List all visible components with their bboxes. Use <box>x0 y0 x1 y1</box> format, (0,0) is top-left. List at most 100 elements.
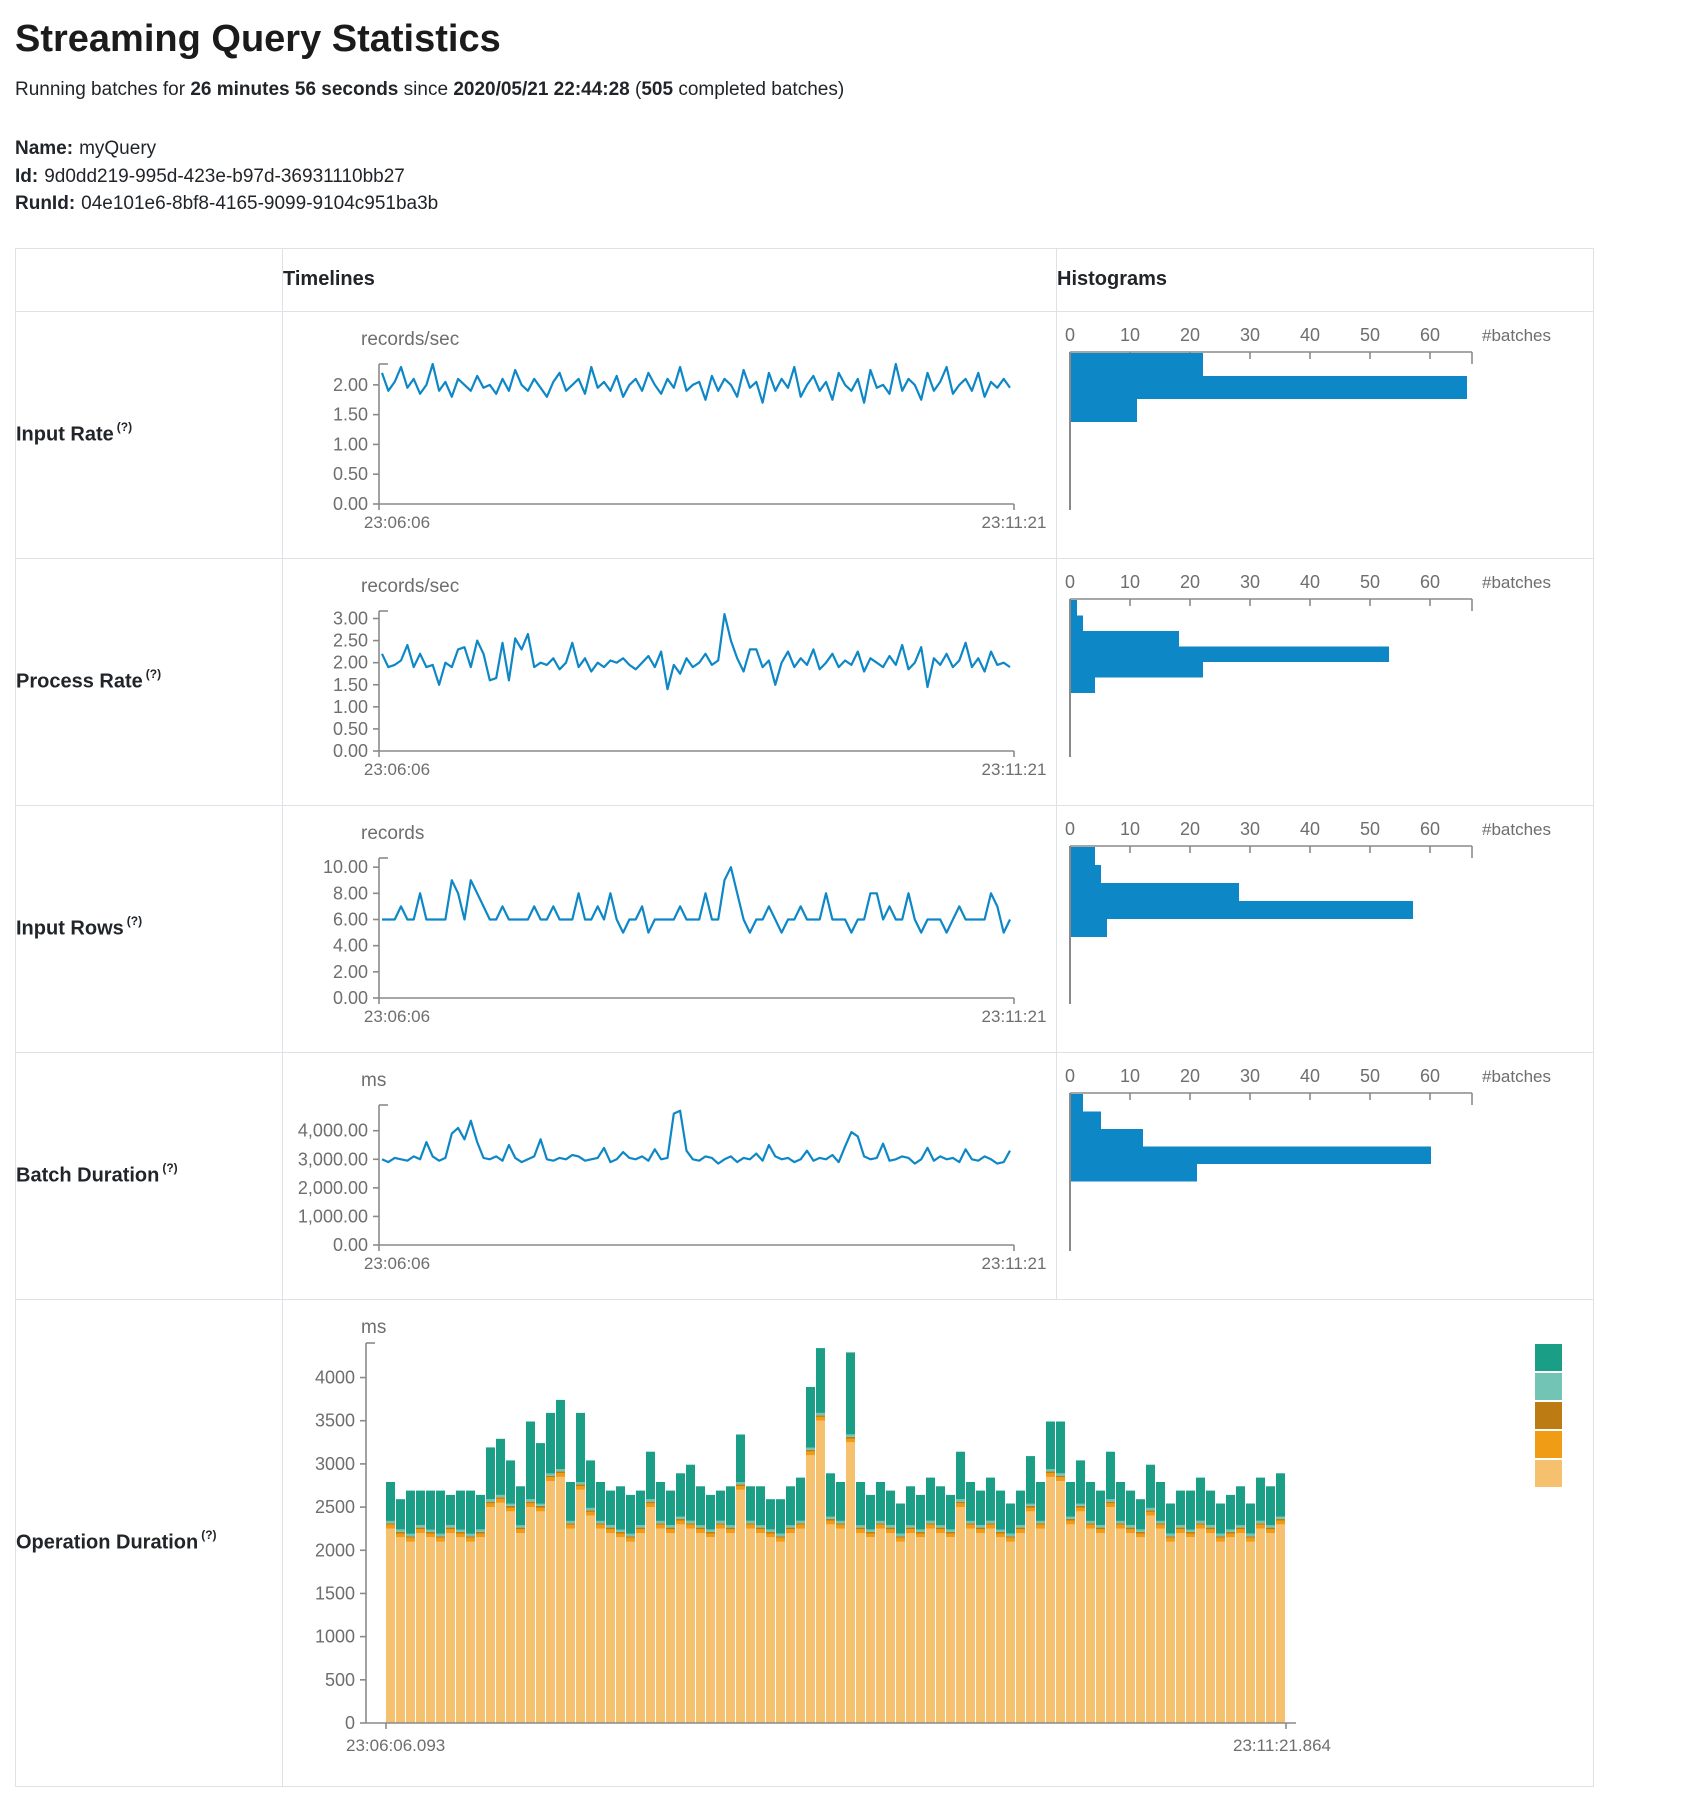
svg-text:2,000.00: 2,000.00 <box>298 1177 368 1197</box>
svg-text:23:11:21: 23:11:21 <box>982 760 1047 779</box>
svg-text:1.50: 1.50 <box>333 404 368 424</box>
start-time: 2020/05/21 22:44:28 <box>453 79 630 100</box>
svg-text:60: 60 <box>1420 572 1440 592</box>
svg-text:2.00: 2.00 <box>333 652 368 672</box>
svg-text:30: 30 <box>1240 1066 1260 1086</box>
svg-text:23:11:21: 23:11:21 <box>982 1007 1047 1026</box>
svg-text:40: 40 <box>1300 1066 1320 1086</box>
svg-text:0: 0 <box>345 1713 355 1733</box>
svg-text:50: 50 <box>1360 325 1380 345</box>
input-rows-timeline-chart: records 10.00 8.00 6.00 4.00 2.00 0.0023:06:06… <box>323 823 1047 1026</box>
svg-text:1.00: 1.00 <box>333 696 368 716</box>
operation-duration-row: Operation Duration (?) ms 4000 3500 3000 2500… <box>15 1298 1594 1787</box>
svg-text:50: 50 <box>1360 819 1380 839</box>
svg-text:23:11:21: 23:11:21 <box>982 1254 1047 1273</box>
svg-text:#batches: #batches <box>1482 820 1551 839</box>
operation-duration-label: Operation Duration (?) <box>15 1298 283 1787</box>
svg-text:30: 30 <box>1240 572 1260 592</box>
process-rate-histogram-chart: 0 10 20 30 40 50 60 #batches <box>1065 572 1551 757</box>
input-rate-histogram-chart: 0 10 20 30 40 50 60 #batches <box>1065 325 1551 510</box>
svg-text:20: 20 <box>1180 1066 1200 1086</box>
svg-text:60: 60 <box>1420 819 1440 839</box>
svg-text:30: 30 <box>1240 819 1260 839</box>
query-runid-row: RunId: 04e101e6-8bf8-4165-9099-9104c951ba… <box>15 193 439 215</box>
svg-text:0.00: 0.00 <box>333 741 368 761</box>
svg-text:4000: 4000 <box>315 1367 355 1387</box>
svg-text:3.00: 3.00 <box>333 608 368 628</box>
legend-swatch-brown <box>1535 1401 1562 1429</box>
svg-text:records/sec: records/sec <box>361 329 459 350</box>
query-id: 9d0dd219-995d-423e-b97d-36931110bb27 <box>44 165 405 187</box>
svg-text:4.00: 4.00 <box>333 935 368 955</box>
operation-duration-chart: ms 4000 3500 3000 2500 2000 1500 1000 500 0 23:06:… <box>315 1317 1562 1755</box>
query-name: myQuery <box>79 138 157 159</box>
page-title: Streaming Query Statistics <box>15 18 501 60</box>
svg-text:records: records <box>361 823 424 844</box>
legend-swatch-orange <box>1535 1430 1562 1458</box>
svg-text:8.00: 8.00 <box>333 883 368 903</box>
batch-duration-row: Batch Duration (?) ms 4,000.00 3,000.00 2,00… <box>15 1051 1594 1300</box>
svg-text:#batches: #batches <box>1482 573 1551 592</box>
svg-text:20: 20 <box>1180 572 1200 592</box>
input-rate-row: Input Rate (?) records/sec 2.00 1.50 1.00 0.5… <box>15 310 1594 559</box>
query-meta: Name: myQuery Id: 9d0dd219-995d-423e-b97d-… <box>15 135 1693 218</box>
batch-duration-help-icon[interactable]: (?) <box>162 1161 178 1176</box>
svg-text:0: 0 <box>1065 819 1075 839</box>
svg-text:60: 60 <box>1420 325 1440 345</box>
svg-text:40: 40 <box>1300 819 1320 839</box>
svg-text:3,000.00: 3,000.00 <box>298 1149 368 1169</box>
legend-swatch-teal <box>1535 1343 1562 1371</box>
svg-text:60: 60 <box>1420 1066 1440 1086</box>
process-rate-help-icon[interactable]: (?) <box>145 667 162 682</box>
svg-text:10: 10 <box>1120 572 1140 592</box>
input-rows-histogram-chart: 0 10 20 30 40 50 60 #batches <box>1065 819 1551 1004</box>
svg-text:#batches: #batches <box>1482 326 1551 345</box>
svg-text:1000: 1000 <box>315 1626 355 1646</box>
svg-text:40: 40 <box>1300 572 1320 592</box>
svg-text:2.00: 2.00 <box>333 961 368 981</box>
svg-text:0.00: 0.00 <box>333 988 368 1008</box>
svg-text:3500: 3500 <box>315 1410 355 1430</box>
svg-text:10: 10 <box>1120 1066 1140 1086</box>
histograms-header: Histograms <box>1056 247 1594 312</box>
svg-text:23:06:06: 23:06:06 <box>364 1007 430 1026</box>
svg-text:3000: 3000 <box>315 1454 355 1474</box>
query-runid: 04e101e6-8bf8-4165-9099-9104c951ba3b <box>81 193 439 215</box>
legend-swatch-tan <box>1535 1459 1562 1487</box>
process-rate-row: Process Rate (?) records/sec 3.00 2.50 2.00 1… <box>15 557 1594 806</box>
svg-text:ms: ms <box>361 1070 386 1091</box>
svg-text:10: 10 <box>1120 819 1140 839</box>
svg-text:records/sec: records/sec <box>361 576 459 597</box>
batch-duration-label: Batch Duration (?) <box>15 1051 283 1300</box>
batch-duration-histogram-chart: 0 10 20 30 40 50 60 #batches <box>1065 1066 1551 1251</box>
svg-text:500: 500 <box>325 1669 355 1689</box>
svg-text:0.00: 0.00 <box>333 494 368 514</box>
input-rows-label: Input Rows (?) <box>15 804 283 1053</box>
empty-header-cell <box>15 247 283 312</box>
timelines-header: Timelines <box>282 247 1057 312</box>
process-rate-label: Process Rate (?) <box>15 557 283 806</box>
svg-text:0: 0 <box>1065 1066 1075 1086</box>
process-rate-timeline-chart: records/sec3.002.502.001.501.000.500.002… <box>333 576 1047 779</box>
svg-text:0: 0 <box>1065 572 1075 592</box>
svg-text:ms: ms <box>361 1317 386 1338</box>
svg-text:0.50: 0.50 <box>333 464 368 484</box>
svg-text:50: 50 <box>1360 572 1380 592</box>
svg-text:2.50: 2.50 <box>333 630 368 650</box>
input-rate-label: Input Rate (?) <box>15 310 283 559</box>
input-rate-help-icon[interactable]: (?) <box>116 420 133 435</box>
svg-text:30: 30 <box>1240 325 1260 345</box>
svg-text:23:06:06.093: 23:06:06.093 <box>346 1736 445 1755</box>
svg-text:23:06:06: 23:06:06 <box>364 1254 430 1273</box>
batch-duration-timeline-chart: ms4,000.003,000.002,000.001,000.000.0023… <box>298 1070 1047 1273</box>
svg-text:#batches: #batches <box>1482 1067 1551 1086</box>
svg-text:4,000.00: 4,000.00 <box>298 1120 368 1140</box>
completed-batches-count: 505 <box>641 79 674 100</box>
svg-text:23:11:21.864: 23:11:21.864 <box>1233 1736 1331 1755</box>
stats-table: Timelines Histograms Input Rate (?) recor… <box>15 247 1594 1787</box>
input-rows-help-icon[interactable]: (?) <box>126 914 143 929</box>
operation-duration-help-icon[interactable]: (?) <box>201 1528 217 1543</box>
svg-text:1,000.00: 1,000.00 <box>298 1206 368 1226</box>
svg-text:2500: 2500 <box>315 1497 355 1517</box>
